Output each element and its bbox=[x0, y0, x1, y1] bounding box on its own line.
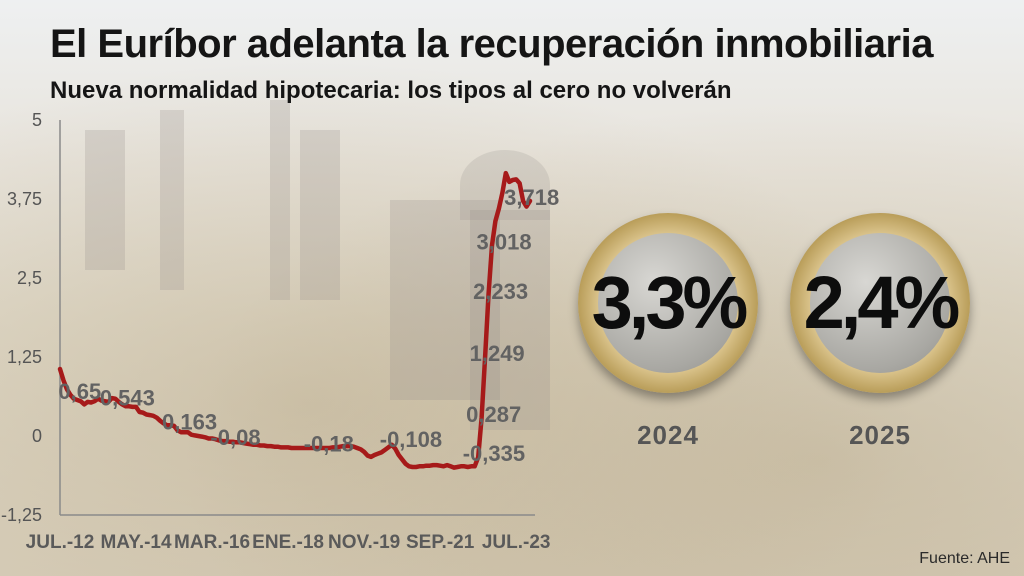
data-label: 0,287 bbox=[466, 402, 521, 427]
data-label: -0,08 bbox=[210, 425, 260, 450]
data-label: 2,233 bbox=[473, 279, 528, 304]
page-subtitle: Nueva normalidad hipotecaria: los tipos … bbox=[50, 77, 732, 104]
x-tick-label: NOV.-19 bbox=[328, 532, 400, 553]
data-label: 3,018 bbox=[477, 229, 532, 254]
data-label: 1,249 bbox=[470, 341, 525, 366]
data-label: 3,718 bbox=[504, 185, 559, 210]
data-label: -0,18 bbox=[304, 431, 354, 456]
data-label: 0,543 bbox=[100, 386, 155, 411]
series-group bbox=[57, 170, 533, 470]
x-tick-label: MAY.-14 bbox=[100, 532, 172, 553]
x-tick-label: JUL.-23 bbox=[482, 532, 551, 553]
y-tick-label: 3,75 bbox=[7, 189, 42, 209]
source-note: Fuente: AHE bbox=[919, 550, 1010, 567]
x-tick-label: JUL.-12 bbox=[26, 532, 95, 553]
coin-2024: 3,3% bbox=[578, 213, 758, 393]
data-label: -0,335 bbox=[463, 441, 525, 466]
x-axis: JUL.-12 MAY.-14 MAR.-16 ENE.-18 NOV.-19 SEP.-… bbox=[26, 514, 551, 553]
y-tick-label: 0 bbox=[32, 426, 42, 446]
year-label-2025: 2025 bbox=[849, 420, 911, 450]
y-tick-label: 5 bbox=[32, 110, 42, 130]
data-labels: 0,650,543 0,163-0,08 -0,18 -0,108 -0,335 0,28… bbox=[58, 185, 559, 466]
data-label: -0,108 bbox=[380, 427, 442, 452]
y-tick-label: 2,5 bbox=[17, 268, 42, 288]
coin-2025: 2,4% bbox=[790, 213, 970, 393]
data-label: 0,163 bbox=[162, 410, 217, 435]
y-tick-label: 1,25 bbox=[7, 347, 42, 367]
x-tick-label: ENE.-18 bbox=[252, 532, 324, 553]
forecast-value-2025: 2,4% bbox=[803, 261, 961, 344]
y-axis: 5 3,75 2,5 1,25 0 -1,25 bbox=[1, 110, 61, 525]
data-label: 0,65 bbox=[58, 379, 101, 404]
year-label-2024: 2024 bbox=[637, 420, 699, 450]
euribor-series-line bbox=[57, 170, 533, 470]
forecast-value-2024: 3,3% bbox=[591, 261, 749, 344]
x-tick-label: MAR.-16 bbox=[174, 532, 250, 553]
page-title: El Euríbor adelanta la recuperación inmo… bbox=[50, 22, 933, 66]
y-tick-label: -1,25 bbox=[1, 505, 42, 525]
x-tick-label: SEP.-21 bbox=[406, 532, 475, 553]
